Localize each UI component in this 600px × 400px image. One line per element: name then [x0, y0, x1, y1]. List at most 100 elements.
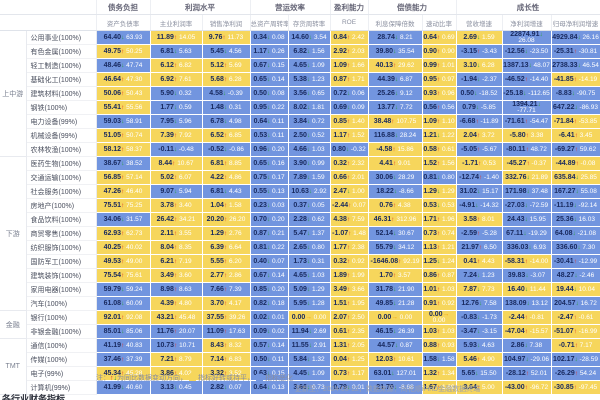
value-current: 0.84	[333, 33, 347, 41]
value-current: 6.39	[210, 243, 224, 251]
value-current: 4.66	[293, 145, 307, 153]
value-current: 44.39	[377, 75, 395, 83]
metric-cell: 7.89↓ 1.59	[288, 170, 331, 185]
metric-cell: 116.88↓ 28.24	[368, 128, 423, 143]
metric-cell: 5.65↓ 15.50	[456, 366, 503, 381]
value-current: 9.07	[160, 187, 174, 195]
value-previous: -77.71	[517, 106, 536, 114]
value-previous: 0.56	[440, 103, 455, 111]
metric-cell: 1.29↓ 1.29	[422, 184, 457, 199]
up-arrow-icon: ↑	[478, 243, 483, 251]
metric-cell: -1646.08↑ 92.19	[368, 254, 423, 269]
metric-cell: 0.65↓ 0.16	[250, 156, 289, 171]
metric-cell: 75.54↑ 75.61	[96, 268, 151, 283]
down-arrow-icon: ↓	[577, 33, 581, 41]
value-previous: 2.69	[311, 327, 327, 335]
value-current: 25.36	[556, 215, 574, 223]
value-previous: 8.32	[227, 341, 242, 349]
value-previous: -97.45	[576, 383, 598, 391]
value-previous: 15.17	[480, 187, 499, 195]
value-previous: 47.74	[124, 61, 143, 69]
industry-label: 银行(100%)	[26, 310, 97, 325]
metric-cell: 3.56↓ 0.65	[288, 86, 331, 101]
metric-cell: 8.44↑ 10.67	[150, 156, 203, 171]
value-previous: 5.94	[177, 187, 192, 195]
metric-cell: 332.76↓ 21.89	[502, 170, 552, 185]
value-current: 1.89	[333, 271, 347, 279]
value-previous: 4.98	[227, 117, 242, 125]
industry-label: 传媒(100%)	[26, 352, 97, 367]
value-previous: -8.66	[397, 187, 414, 195]
down-arrow-icon: ↓	[346, 103, 351, 111]
metric-cell: 0.53↓ 0.53	[422, 198, 457, 213]
value-current: 102.17	[553, 355, 575, 363]
down-arrow-icon: ↓	[306, 383, 311, 391]
up-arrow-icon: ↑	[174, 215, 178, 223]
value-current: 4.39	[160, 299, 174, 307]
down-arrow-icon: ↓	[306, 229, 311, 237]
up-arrow-icon: ↑	[223, 131, 228, 139]
value-current: 20.20	[206, 215, 225, 223]
value-previous: 0.80	[440, 173, 455, 181]
value-previous: 1.17	[350, 369, 365, 377]
table-row: 轻工制造(100%) 48.46↓ 47.74 6.12↑ 6.82 5.12↑ 5.…	[0, 58, 600, 73]
value-previous: 3.66	[350, 285, 365, 293]
value-previous: 1.48	[351, 229, 366, 237]
metric-cell: 5.55↑ 6.20	[202, 254, 251, 269]
value-previous: 4.86	[227, 173, 242, 181]
value-previous: 1.01	[440, 61, 455, 69]
value-current: 3.86	[160, 369, 174, 377]
value-previous: 2.86	[227, 271, 242, 279]
up-arrow-icon: ↑	[436, 159, 441, 167]
metric-cell: 3.78↑ 3.40	[150, 198, 203, 213]
metric-cell: 0.56↑ 0.56	[422, 100, 457, 115]
value-current: 0.79	[462, 103, 476, 111]
value-current: 5.93	[463, 341, 477, 349]
value-previous: 0.74	[440, 229, 455, 237]
value-previous: -0.61	[576, 313, 594, 321]
metric-cell: -1.71↑ 0.53	[456, 156, 503, 171]
flat-arrow-icon: →	[391, 313, 398, 321]
value-previous: 8.21	[398, 33, 413, 41]
value-previous: 10.67	[175, 159, 194, 167]
down-arrow-icon: ↓	[306, 117, 311, 125]
table-row: 机械设备(99%) 51.05↑ 50.74 7.39↑ 7.92 6.52↑ 6.8…	[0, 128, 600, 143]
metric-cell: 647.22↓ -86.93	[551, 100, 600, 115]
value-current: 2.69	[463, 33, 477, 41]
metric-cell: 28.74↓ 8.21	[368, 30, 423, 45]
value-current: 116.88	[373, 131, 395, 139]
up-arrow-icon: ↑	[121, 131, 125, 139]
metric-cell: 16.40↓ 11.44	[502, 282, 552, 297]
value-previous: 0.53	[481, 159, 496, 167]
metric-cell: 0.81↓ 0.80	[422, 170, 457, 185]
note-arrows-text: 为同比数据变动方向，	[117, 375, 187, 382]
value-previous: 13.12	[529, 299, 548, 307]
value-previous: -12.99	[576, 257, 598, 265]
metric-cell: 104.97↓ -29.06	[502, 352, 552, 367]
down-arrow-icon: ↓	[477, 187, 481, 195]
column-header-3: 总资产周转率	[250, 14, 289, 31]
metric-cell: 0.41↑ 4.43	[456, 254, 503, 269]
value-current: -46.52	[504, 75, 525, 83]
down-arrow-icon: ↓	[574, 103, 578, 111]
value-previous: 3.57	[396, 271, 411, 279]
metric-cell: 4.58↓ -0.39	[202, 86, 251, 101]
note-good-text: 指标好转或持平，	[198, 375, 254, 382]
down-arrow-icon: ↓	[121, 215, 125, 223]
up-arrow-icon: ↑	[398, 257, 402, 265]
value-previous: 3.72	[480, 131, 495, 139]
value-current: 204.57	[554, 299, 576, 307]
value-current: 19.44	[556, 285, 574, 293]
value-previous: 0.07	[227, 383, 242, 391]
metric-cell: 3.10↓ 6.28	[456, 58, 503, 73]
value-current: 9.76	[208, 33, 223, 41]
value-current: 28.74	[377, 33, 395, 41]
up-arrow-icon: ↑	[436, 369, 441, 377]
metric-cell: 0.84↑ 2.42	[330, 30, 369, 45]
value-current: 5.12	[210, 61, 224, 69]
value-previous: 20.07	[177, 327, 196, 335]
value-current: 1.21	[423, 131, 437, 139]
up-arrow-icon: ↑	[121, 271, 125, 279]
down-arrow-icon: ↓	[436, 257, 441, 265]
